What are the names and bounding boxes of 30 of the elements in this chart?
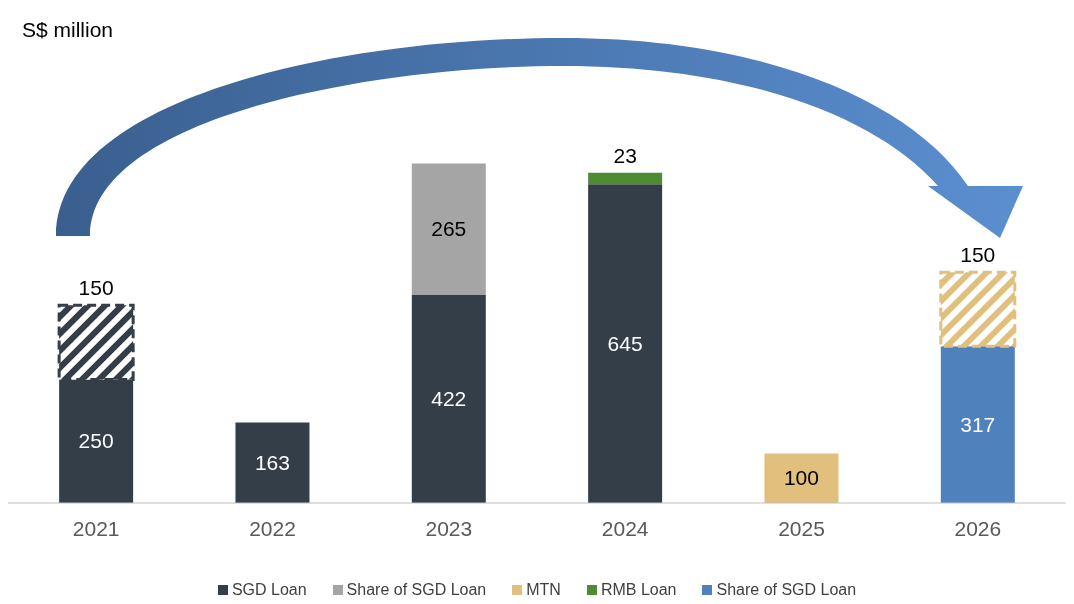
bar [939, 270, 1017, 348]
bar [411, 163, 486, 295]
x-tick-label: 2024 [601, 516, 649, 540]
data-label: 100 [783, 466, 819, 490]
x-tick-label: 2026 [954, 516, 1002, 540]
data-label: 317 [960, 412, 996, 436]
legend-label: Share of SGD Loan [345, 581, 487, 599]
data-label: 250 [78, 429, 114, 453]
data-label: 150 [960, 243, 996, 267]
data-label: 265 [431, 216, 467, 240]
legend-label: Share of SGD Loan [715, 581, 857, 599]
data-label: 422 [431, 386, 467, 410]
data-label: 163 [254, 450, 290, 474]
bar [235, 422, 310, 503]
bar [588, 184, 663, 503]
x-tick-label: 2023 [425, 516, 473, 540]
data-label: 23 [613, 143, 637, 167]
legend-label: RMB Loan [599, 581, 677, 599]
data-label: 645 [607, 331, 643, 355]
bar [411, 294, 486, 503]
bar [588, 172, 663, 185]
x-tick-label: 2021 [72, 516, 120, 540]
legend-label: SGD Loan [230, 581, 307, 599]
bar [764, 453, 839, 503]
text: S$ million [22, 18, 114, 42]
x-tick-label: 2025 [778, 516, 825, 540]
x-tick-label: 2022 [249, 516, 296, 540]
legend-label: MTN [525, 581, 561, 599]
bar [940, 346, 1015, 503]
data-label: 150 [78, 276, 114, 300]
